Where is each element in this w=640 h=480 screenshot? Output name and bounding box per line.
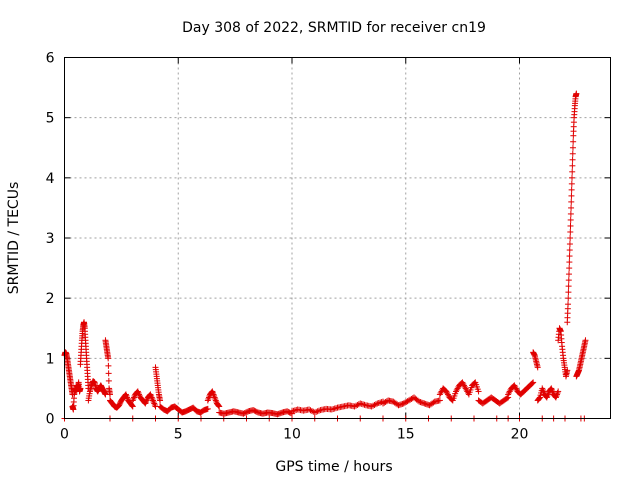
x-axis-label: GPS time / hours [275, 459, 392, 475]
x-tick-label: 5 [174, 427, 183, 443]
data-point [530, 379, 537, 386]
data-point [534, 364, 541, 371]
data-point [566, 259, 573, 266]
y-axis-label: SRMTID / TECUs [6, 182, 22, 295]
data-point [568, 192, 575, 199]
data-point [567, 210, 574, 217]
data-point [567, 228, 574, 235]
data-point [157, 397, 164, 404]
data-point [536, 395, 543, 402]
data-point [129, 403, 136, 410]
data-point [566, 265, 573, 272]
axis-ticks: 0 5 10 15 20 0 1 2 3 4 5 6 [46, 51, 611, 443]
data-point [568, 204, 575, 211]
data-point [564, 367, 571, 374]
data-point [570, 138, 577, 145]
data-point [105, 377, 112, 384]
data-point [105, 355, 112, 362]
data-point [436, 397, 443, 404]
data-point [565, 271, 572, 278]
data-point [569, 144, 576, 151]
data-point [430, 399, 437, 406]
data-point [529, 380, 536, 387]
data-point [475, 388, 482, 395]
data-point [582, 337, 589, 344]
data-point [105, 370, 112, 377]
x-tick-label: 15 [397, 427, 415, 443]
data-point [569, 156, 576, 163]
data-point [567, 222, 574, 229]
plot-frame [64, 57, 611, 419]
data-point [311, 409, 318, 416]
data-point [565, 301, 572, 308]
data-point [566, 253, 573, 260]
data-point [569, 162, 576, 169]
data-point [565, 283, 572, 290]
data-series-srmtid [61, 90, 589, 422]
data-point [568, 180, 575, 187]
data-point [569, 150, 576, 157]
data-point [566, 247, 573, 254]
data-point [565, 295, 572, 302]
y-tick-label: 4 [46, 171, 55, 187]
data-point [215, 402, 222, 409]
data-point [129, 402, 136, 409]
x-tick-label: 10 [283, 427, 301, 443]
data-point [316, 407, 323, 414]
data-point [354, 401, 361, 408]
data-point [566, 241, 573, 248]
y-tick-label: 5 [46, 111, 55, 127]
x-tick-label: 20 [511, 427, 529, 443]
y-tick-label: 3 [46, 231, 55, 247]
data-point [569, 168, 576, 175]
data-point [555, 388, 562, 395]
data-point [567, 235, 574, 241]
data-point [372, 401, 379, 408]
data-point [77, 385, 84, 392]
data-point [569, 174, 576, 181]
data-point [107, 391, 113, 398]
y-tick-label: 2 [46, 291, 55, 307]
data-point [567, 216, 574, 223]
chart-title: Day 308 of 2022, SRMTID for receiver cn1… [182, 20, 486, 36]
data-point [504, 395, 511, 402]
data-point [105, 362, 112, 369]
data-point [573, 90, 580, 97]
y-tick-label: 0 [46, 412, 55, 428]
data-point [314, 408, 321, 415]
data-point [216, 403, 223, 410]
x-tick-label: 0 [60, 427, 69, 443]
data-point [313, 408, 320, 415]
data-point [308, 407, 315, 414]
grid [64, 57, 611, 419]
data-point [204, 405, 211, 412]
data-point [565, 277, 572, 284]
data-point [568, 198, 575, 205]
y-tick-label: 6 [46, 51, 55, 67]
data-point [568, 186, 575, 193]
data-point [565, 289, 572, 296]
y-tick-label: 1 [46, 351, 55, 367]
